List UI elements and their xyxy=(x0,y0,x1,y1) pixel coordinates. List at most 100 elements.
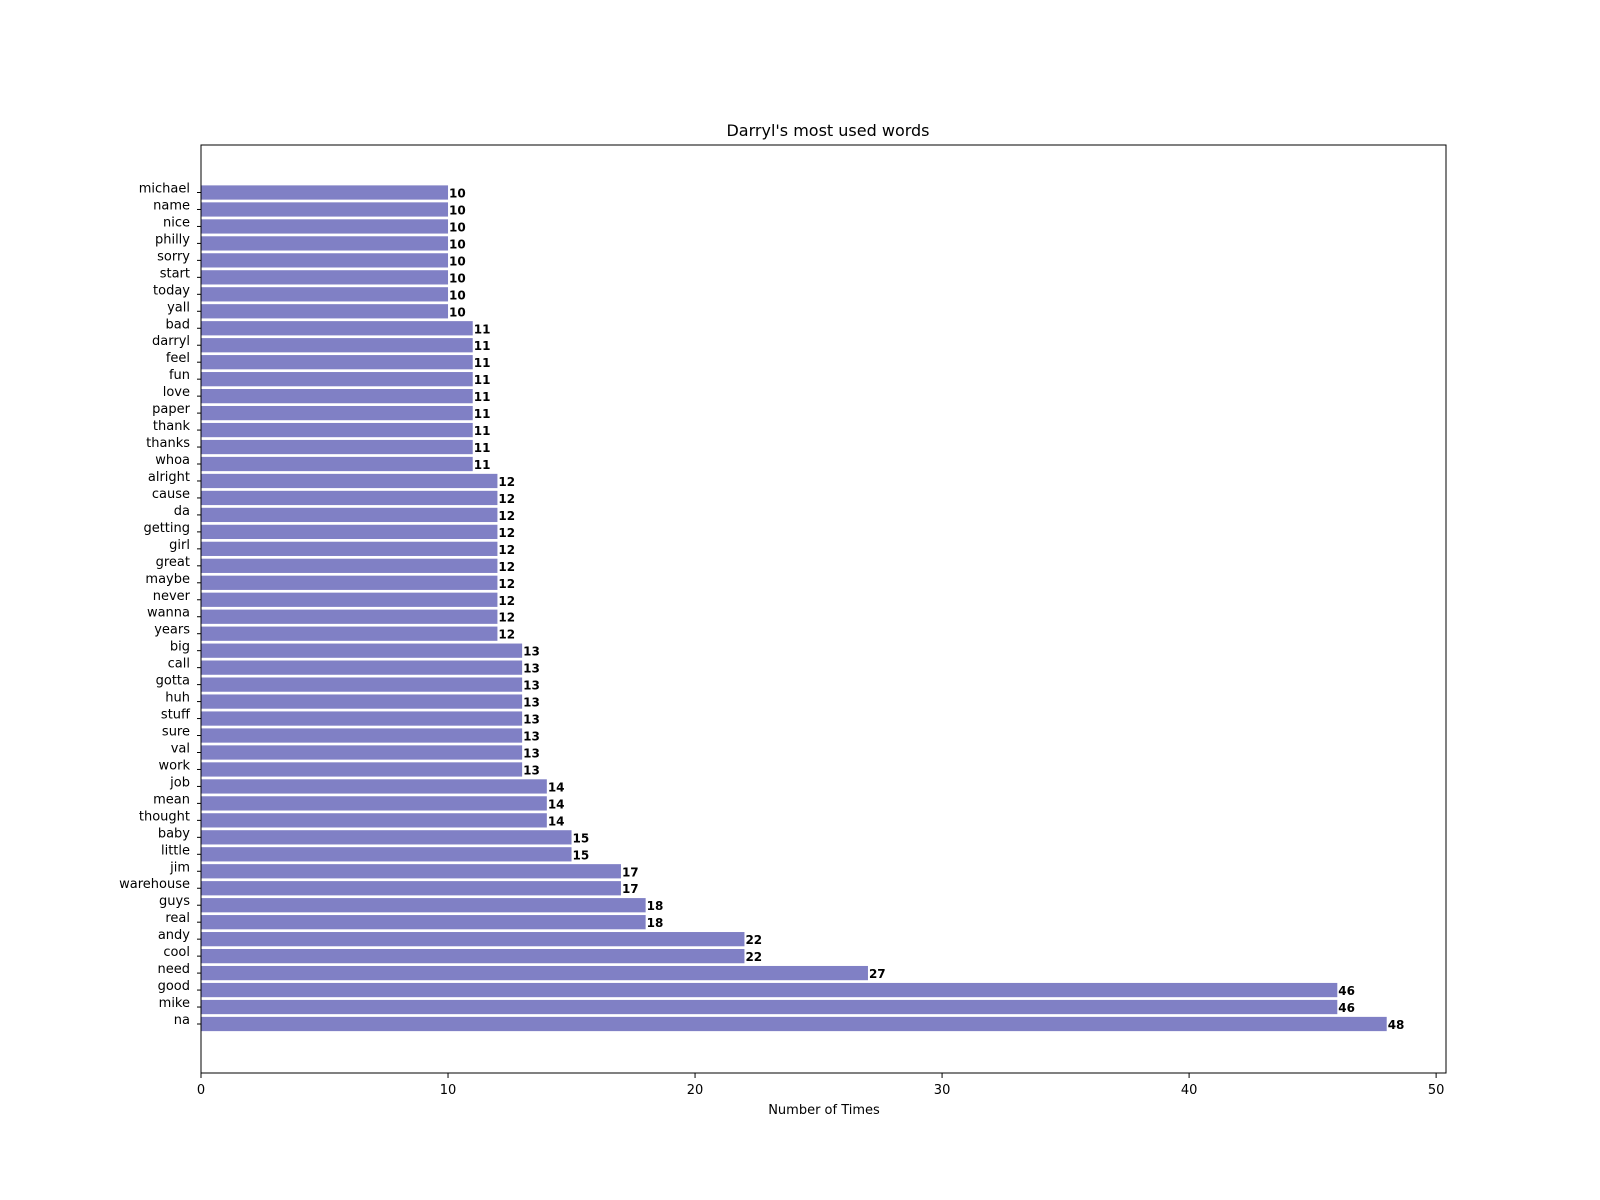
value-label: 12 xyxy=(498,611,515,625)
value-label: 11 xyxy=(474,441,491,455)
y-tick-label: getting xyxy=(143,521,190,536)
bars-group xyxy=(201,185,1387,1032)
y-tick-label: thought xyxy=(139,809,190,824)
y-tick-label: years xyxy=(154,623,190,638)
y-tick-label: job xyxy=(169,775,190,790)
y-tick-label: call xyxy=(168,657,190,672)
bar-guys xyxy=(201,898,646,913)
value-label: 12 xyxy=(498,475,515,489)
y-tick-label: stuff xyxy=(161,708,191,723)
value-label: 22 xyxy=(745,933,762,947)
bar-stuff xyxy=(201,711,523,726)
bar-maybe xyxy=(201,575,498,590)
bar-good xyxy=(201,982,1338,998)
x-tick-label: 20 xyxy=(687,1083,704,1098)
y-tick-label: darryl xyxy=(152,334,190,349)
value-label: 12 xyxy=(498,560,515,574)
value-label: 18 xyxy=(647,916,664,930)
bar-great xyxy=(201,558,498,573)
y-tick-label: work xyxy=(159,758,191,773)
value-label: 12 xyxy=(498,577,515,591)
bar-yall xyxy=(201,304,449,319)
bar-big xyxy=(201,643,523,658)
y-tick-label: cool xyxy=(163,945,190,960)
bar-fun xyxy=(201,372,473,387)
x-tick-label: 50 xyxy=(1428,1083,1445,1098)
y-tick-label: jim xyxy=(169,860,190,875)
y-tick-label: guys xyxy=(159,894,190,909)
y-tick-label: sure xyxy=(162,725,190,740)
bar-call xyxy=(201,660,523,675)
bar-getting xyxy=(201,524,498,540)
value-label: 12 xyxy=(498,628,515,642)
value-label: 13 xyxy=(523,713,540,727)
y-tick-label: paper xyxy=(152,402,190,417)
y-tick-label: start xyxy=(160,266,190,281)
bar-mean xyxy=(201,796,547,811)
value-label: 14 xyxy=(548,797,565,811)
x-tick-label: 0 xyxy=(197,1083,205,1098)
y-tick-label: maybe xyxy=(145,572,190,587)
y-tick-label: da xyxy=(174,504,190,519)
y-tick-label: big xyxy=(170,640,190,655)
x-tick-label: 40 xyxy=(1181,1083,1198,1098)
bar-name xyxy=(201,202,449,217)
value-label: 10 xyxy=(449,220,466,234)
value-label: 11 xyxy=(474,424,491,438)
value-label: 17 xyxy=(622,882,639,896)
y-tick-label: cause xyxy=(152,487,190,502)
bar-darryl xyxy=(201,338,473,353)
bar-thank xyxy=(201,422,473,438)
plot-frame xyxy=(200,144,1447,1074)
y-tick-label: need xyxy=(158,962,191,977)
chart-title: Darryl's most used words xyxy=(726,121,929,140)
bar-thought xyxy=(201,813,547,828)
bar-gotta xyxy=(201,677,523,692)
value-label: 48 xyxy=(1388,1018,1405,1032)
y-tick-label: thank xyxy=(153,419,191,434)
value-label: 10 xyxy=(449,187,466,201)
value-label: 10 xyxy=(449,305,466,319)
bar-start xyxy=(201,270,449,285)
bar-bad xyxy=(201,321,473,336)
value-label: 18 xyxy=(647,899,664,913)
value-label: 11 xyxy=(474,458,491,472)
y-tick-label: huh xyxy=(165,691,190,706)
bar-today xyxy=(201,287,449,302)
y-tick-label: today xyxy=(153,283,190,298)
value-label: 11 xyxy=(474,322,491,336)
y-tick-label: feel xyxy=(166,351,190,366)
value-label: 10 xyxy=(449,288,466,302)
value-label: 46 xyxy=(1338,1001,1355,1015)
y-tick-label: philly xyxy=(155,232,190,247)
y-tick-label: nice xyxy=(163,215,190,230)
value-label: 13 xyxy=(523,662,540,676)
value-label: 11 xyxy=(474,407,491,421)
bar-work xyxy=(201,762,523,777)
value-label: 12 xyxy=(498,526,515,540)
x-tick-label: 10 xyxy=(440,1083,457,1098)
value-label: 15 xyxy=(573,848,590,862)
y-tick-label: val xyxy=(171,741,190,756)
y-tick-label: great xyxy=(156,555,190,570)
y-tick-label: whoa xyxy=(155,453,190,468)
value-label: 15 xyxy=(573,831,590,845)
value-label: 10 xyxy=(449,271,466,285)
bar-need xyxy=(201,965,868,981)
bar-paper xyxy=(201,405,473,421)
y-tick-label: fun xyxy=(169,368,190,383)
bar-sorry xyxy=(201,253,449,268)
y-tick-label: wanna xyxy=(147,606,190,621)
value-label: 46 xyxy=(1338,984,1355,998)
y-tick-label: na xyxy=(174,1013,190,1028)
value-label: 17 xyxy=(622,865,639,879)
bar-huh xyxy=(201,694,523,709)
bar-val xyxy=(201,745,523,760)
bar-cause xyxy=(201,490,498,506)
y-tick-label: sorry xyxy=(157,249,190,264)
bar-love xyxy=(201,389,473,404)
y-tick-label: andy xyxy=(158,928,190,943)
bar-mike xyxy=(201,999,1338,1015)
